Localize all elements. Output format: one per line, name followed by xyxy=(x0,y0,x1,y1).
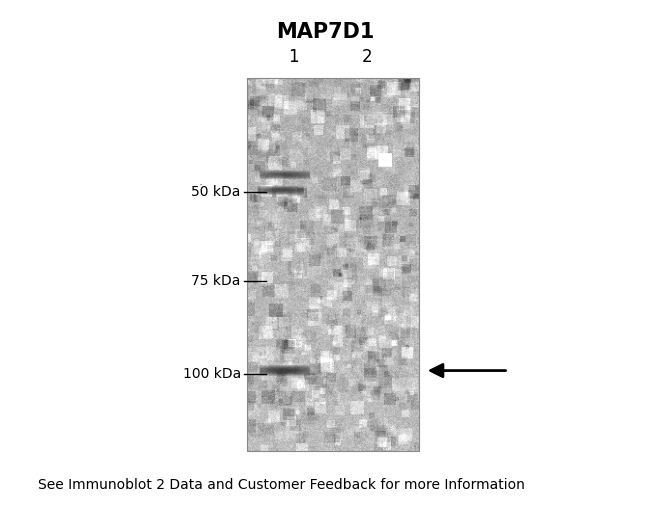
Text: See Immunoblot 2 Data and Customer Feedback for more Information: See Immunoblot 2 Data and Customer Feedb… xyxy=(38,478,525,492)
Text: MAP7D1: MAP7D1 xyxy=(276,22,374,42)
Text: 50 kDa: 50 kDa xyxy=(191,185,240,199)
Text: 75 kDa: 75 kDa xyxy=(191,274,240,288)
Text: 100 kDa: 100 kDa xyxy=(183,367,240,381)
Text: 1: 1 xyxy=(288,48,298,66)
Bar xyxy=(247,78,419,451)
Text: 2: 2 xyxy=(362,48,372,66)
Text: :: : xyxy=(198,180,202,194)
